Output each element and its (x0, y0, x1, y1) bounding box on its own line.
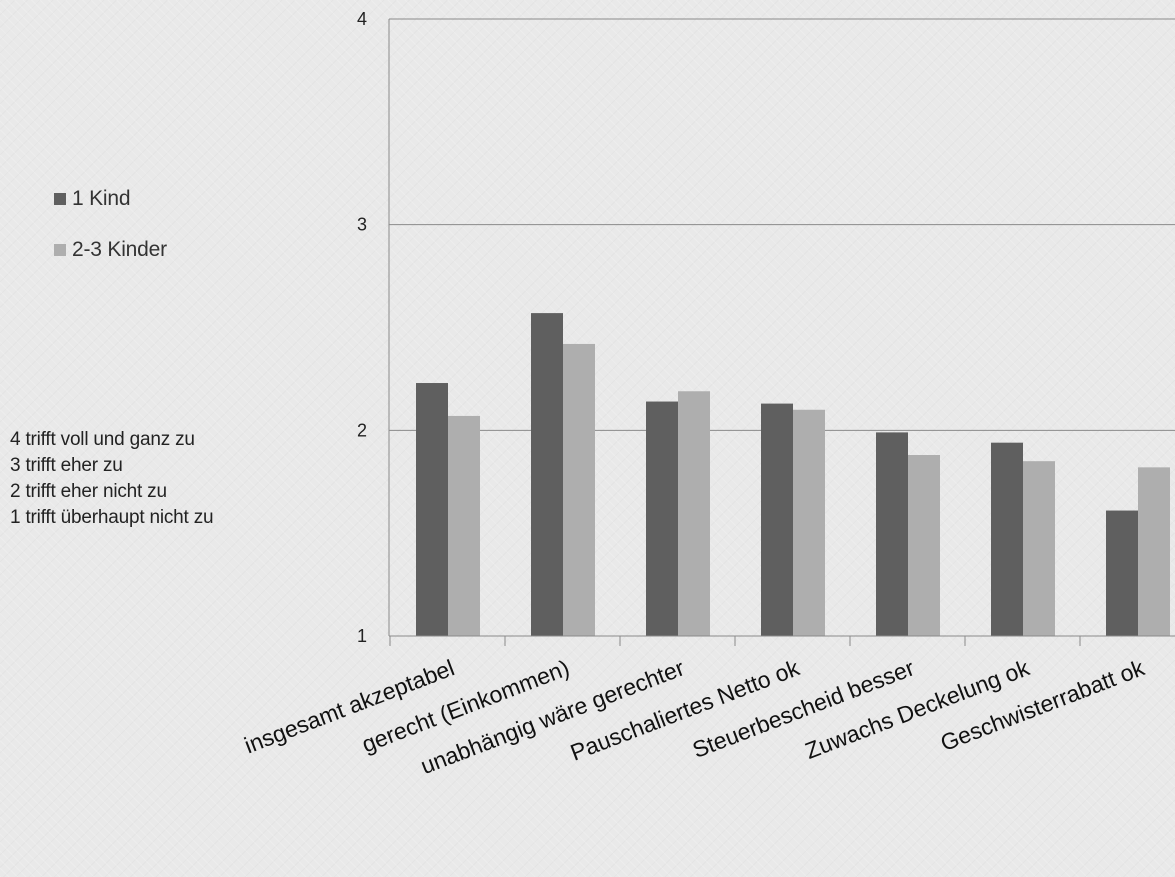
bar-1-kind-gerecht-einkommen (531, 313, 563, 636)
y-tick-label-2: 2 (357, 420, 367, 440)
bar-1-kind-zuwachs-deckelung-ok (991, 442, 1023, 636)
scale-note-line-1: 1 trifft überhaupt nicht zu (10, 507, 214, 528)
bar-2-3-kinder-geschwisterrabatt-ok (1138, 467, 1170, 636)
bar-2-3-kinder-zuwachs-deckelung-ok (1023, 461, 1055, 636)
legend: 1 Kind 2-3 Kinder (54, 186, 167, 288)
scale-note-line-2: 2 trifft eher nicht zu (10, 481, 167, 502)
legend-label-1-kind: 1 Kind (72, 187, 131, 210)
bars (416, 313, 1170, 636)
scale-note: 4 trifft voll und ganz zu 3 trifft eher … (10, 427, 214, 531)
gridlines (389, 18, 1175, 431)
y-axis: 1 2 3 4 (357, 9, 390, 646)
legend-item-1-kind: 1 Kind (54, 186, 167, 212)
legend-swatch-2-3-kinder (54, 244, 66, 256)
y-tick-label-4: 4 (357, 9, 367, 29)
scale-note-line-3: 3 trifft eher zu (10, 455, 123, 476)
bar-1-kind-geschwisterrabatt-ok (1106, 510, 1138, 636)
bar-2-3-kinder-unabh-ngig-w-re-gerechter (678, 391, 710, 636)
legend-label-2-3-kinder: 2-3 Kinder (72, 238, 167, 261)
bar-1-kind-pauschaliertes-netto-ok (761, 403, 793, 636)
y-tick-label-1: 1 (357, 626, 367, 646)
legend-swatch-1-kind (54, 193, 66, 205)
x-tick-label-insgesamt-akzeptabel: insgesamt akzeptabel (241, 654, 458, 758)
scale-note-line-4: 4 trifft voll und ganz zu (10, 429, 195, 450)
bar-1-kind-steuerbescheid-besser (876, 432, 908, 636)
bar-2-3-kinder-pauschaliertes-netto-ok (793, 409, 825, 636)
legend-item-2-3-kinder: 2-3 Kinder (54, 237, 167, 263)
x-tick-label-geschwisterrabatt-ok: Geschwisterrabatt ok (937, 654, 1148, 756)
y-tick-label-3: 3 (357, 215, 367, 235)
bar-2-3-kinder-steuerbescheid-besser (908, 455, 940, 636)
bar-2-3-kinder-gerecht-einkommen (563, 343, 595, 636)
bar-2-3-kinder-insgesamt-akzeptabel (448, 415, 480, 636)
bar-1-kind-unabh-ngig-w-re-gerechter (646, 401, 678, 636)
bar-1-kind-insgesamt-akzeptabel (416, 383, 448, 636)
